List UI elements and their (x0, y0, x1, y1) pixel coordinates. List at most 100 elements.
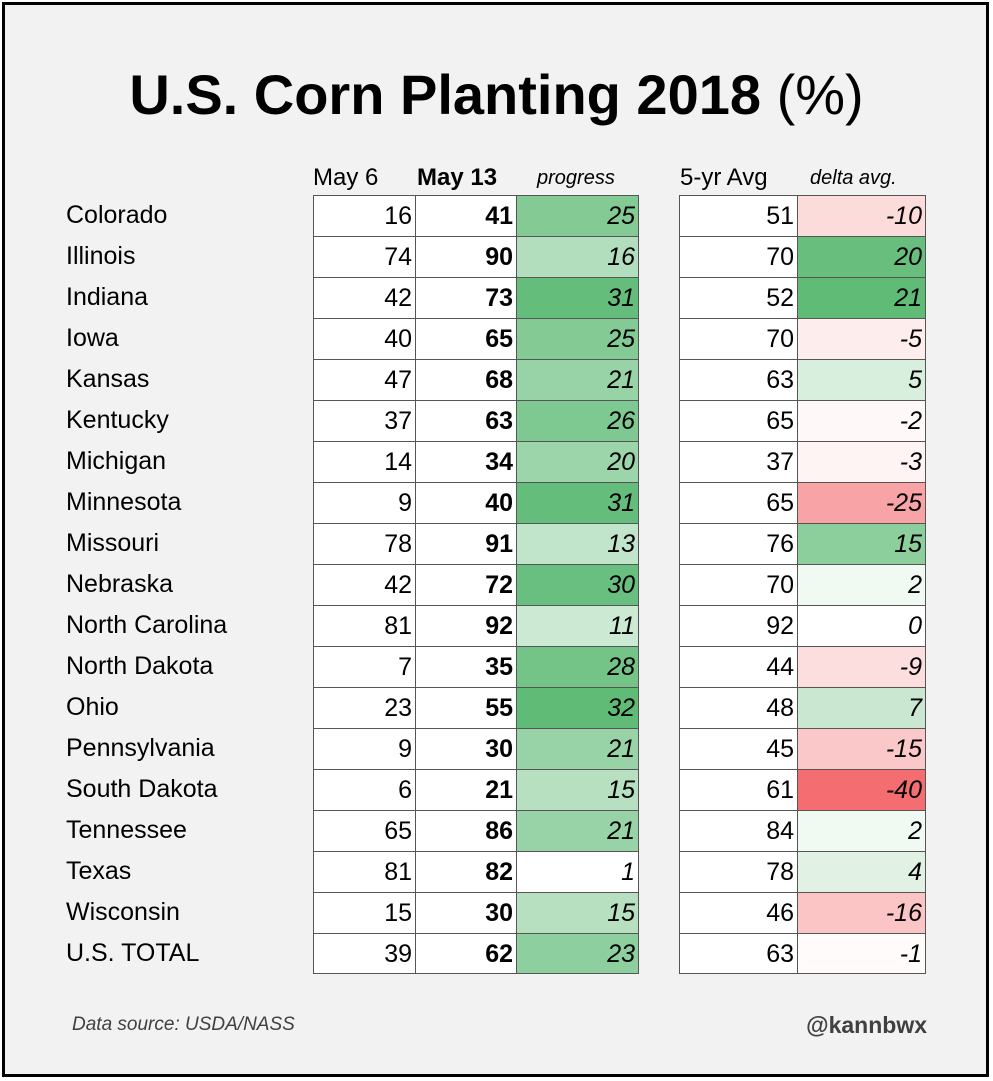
row-label-kentucky: Kentucky (66, 406, 169, 434)
cell-may13-missouri: 91 (415, 523, 516, 564)
cell-may13-colorado: 41 (415, 195, 516, 236)
cell-avg5-pennsylvania: 45 (679, 728, 797, 769)
cell-avg5-kansas: 63 (679, 359, 797, 400)
data-source-note: Data source: USDA/NASS (72, 1014, 295, 1035)
cell-may6-ohio: 23 (313, 687, 415, 728)
cell-delta-pennsylvania: -15 (797, 728, 926, 769)
cell-delta-illinois: 20 (797, 236, 926, 277)
cell-progress-north-carolina: 11 (516, 605, 639, 646)
cell-may13-u-s-total: 62 (415, 933, 516, 974)
cell-may6-u-s-total: 39 (313, 933, 415, 974)
cell-may13-illinois: 90 (415, 236, 516, 277)
cell-delta-north-carolina: 0 (797, 605, 926, 646)
cell-may6-wisconsin: 15 (313, 892, 415, 933)
cell-may13-iowa: 65 (415, 318, 516, 359)
cell-avg5-wisconsin: 46 (679, 892, 797, 933)
row-label-pennsylvania: Pennsylvania (66, 734, 215, 762)
cell-may13-tennessee: 86 (415, 810, 516, 851)
cell-avg5-north-dakota: 44 (679, 646, 797, 687)
row-label-missouri: Missouri (66, 529, 160, 557)
cell-avg5-kentucky: 65 (679, 400, 797, 441)
cell-delta-kansas: 5 (797, 359, 926, 400)
author-handle: @kannbwx (806, 1012, 927, 1038)
cell-may6-texas: 81 (313, 851, 415, 892)
cell-avg5-u-s-total: 63 (679, 933, 797, 974)
row-label-tennessee: Tennessee (66, 816, 187, 844)
cell-may6-indiana: 42 (313, 277, 415, 318)
cell-delta-colorado: -10 (797, 195, 926, 236)
cell-delta-iowa: -5 (797, 318, 926, 359)
cell-avg5-tennessee: 84 (679, 810, 797, 851)
row-label-wisconsin: Wisconsin (66, 898, 180, 926)
title-text: U.S. Corn Planting 2018 (129, 63, 762, 126)
cell-may6-tennessee: 65 (313, 810, 415, 851)
cell-may13-ohio: 55 (415, 687, 516, 728)
header-progress: progress (537, 167, 615, 189)
cell-progress-colorado: 25 (516, 195, 639, 236)
cell-may13-kansas: 68 (415, 359, 516, 400)
cell-avg5-nebraska: 70 (679, 564, 797, 605)
cell-may6-missouri: 78 (313, 523, 415, 564)
cell-may6-colorado: 16 (313, 195, 415, 236)
cell-may13-wisconsin: 30 (415, 892, 516, 933)
cell-may6-michigan: 14 (313, 441, 415, 482)
row-label-kansas: Kansas (66, 365, 150, 393)
cell-avg5-michigan: 37 (679, 441, 797, 482)
cell-progress-kansas: 21 (516, 359, 639, 400)
cell-may13-indiana: 73 (415, 277, 516, 318)
cell-may13-pennsylvania: 30 (415, 728, 516, 769)
cell-progress-u-s-total: 23 (516, 933, 639, 974)
row-label-ohio: Ohio (66, 693, 119, 721)
cell-progress-texas: 1 (516, 851, 639, 892)
title-unit: (%) (776, 63, 864, 126)
row-label-indiana: Indiana (66, 283, 149, 311)
cell-may6-kentucky: 37 (313, 400, 415, 441)
cell-progress-south-dakota: 15 (516, 769, 639, 810)
cell-avg5-missouri: 76 (679, 523, 797, 564)
header-delta-avg: delta avg. (810, 167, 897, 189)
cell-progress-iowa: 25 (516, 318, 639, 359)
cell-progress-minnesota: 31 (516, 482, 639, 523)
cell-avg5-ohio: 48 (679, 687, 797, 728)
cell-may13-kentucky: 63 (415, 400, 516, 441)
cell-delta-minnesota: -25 (797, 482, 926, 523)
cell-delta-texas: 4 (797, 851, 926, 892)
cell-delta-tennessee: 2 (797, 810, 926, 851)
row-label-north-carolina: North Carolina (66, 611, 228, 639)
cell-may13-south-dakota: 21 (415, 769, 516, 810)
cell-may13-michigan: 34 (415, 441, 516, 482)
cell-avg5-north-carolina: 92 (679, 605, 797, 646)
cell-progress-kentucky: 26 (516, 400, 639, 441)
cell-progress-pennsylvania: 21 (516, 728, 639, 769)
header-five-year-avg: 5-yr Avg (680, 164, 768, 191)
cell-progress-tennessee: 21 (516, 810, 639, 851)
cell-progress-nebraska: 30 (516, 564, 639, 605)
cell-avg5-texas: 78 (679, 851, 797, 892)
cell-avg5-illinois: 70 (679, 236, 797, 277)
cell-may13-north-carolina: 92 (415, 605, 516, 646)
cell-progress-indiana: 31 (516, 277, 639, 318)
row-label-texas: Texas (66, 857, 132, 885)
row-label-north-dakota: North Dakota (66, 652, 214, 680)
cell-progress-wisconsin: 15 (516, 892, 639, 933)
row-label-illinois: Illinois (66, 242, 136, 270)
row-label-iowa: Iowa (66, 324, 119, 352)
cell-delta-indiana: 21 (797, 277, 926, 318)
cell-progress-illinois: 16 (516, 236, 639, 277)
cell-progress-missouri: 13 (516, 523, 639, 564)
cell-avg5-colorado: 51 (679, 195, 797, 236)
chart-title: U.S. Corn Planting 2018 (%) (0, 60, 993, 130)
cell-delta-north-dakota: -9 (797, 646, 926, 687)
cell-delta-wisconsin: -16 (797, 892, 926, 933)
row-label-south-dakota: South Dakota (66, 775, 218, 803)
cell-progress-michigan: 20 (516, 441, 639, 482)
cell-may13-nebraska: 72 (415, 564, 516, 605)
cell-avg5-indiana: 52 (679, 277, 797, 318)
cell-may6-pennsylvania: 9 (313, 728, 415, 769)
header-may13: May 13 (417, 164, 498, 191)
row-label-u-s-total: U.S. TOTAL (66, 939, 200, 967)
cell-avg5-south-dakota: 61 (679, 769, 797, 810)
cell-delta-kentucky: -2 (797, 400, 926, 441)
cell-may6-minnesota: 9 (313, 482, 415, 523)
cell-may6-north-carolina: 81 (313, 605, 415, 646)
